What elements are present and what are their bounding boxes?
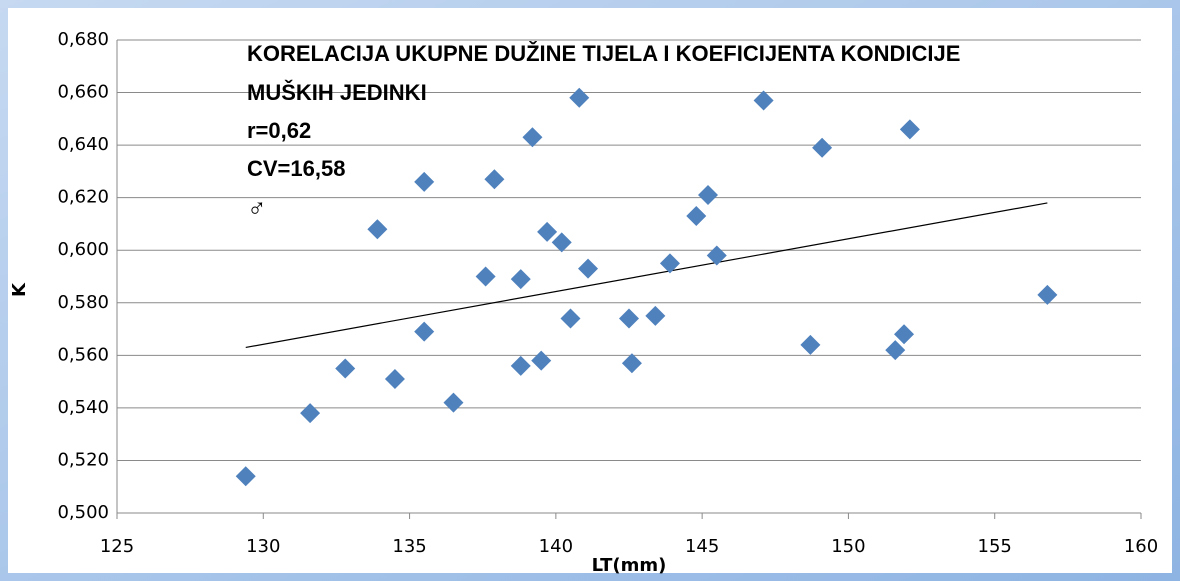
point — [443, 392, 464, 413]
point — [510, 269, 531, 290]
point — [414, 321, 435, 342]
x-tick-label: 130 — [246, 536, 280, 557]
x-tick-label: 135 — [392, 536, 426, 557]
y-tick-label: 0,620 — [57, 187, 109, 208]
y-tick-label: 0,640 — [57, 134, 109, 155]
y-tick-label: 0,680 — [57, 29, 109, 50]
point — [569, 87, 590, 108]
y-tick-label: 0,560 — [57, 344, 109, 365]
point — [645, 305, 666, 326]
point — [300, 403, 321, 424]
point — [484, 169, 505, 190]
y-tick-label: 0,660 — [57, 82, 109, 103]
x-tick-label: 140 — [539, 536, 573, 557]
point — [537, 221, 558, 242]
x-tick-label: 150 — [831, 536, 865, 557]
point — [1037, 284, 1058, 305]
chart-area — [8, 8, 1172, 573]
point — [367, 219, 388, 240]
point — [706, 245, 727, 266]
point — [551, 232, 572, 253]
annotation: r=0,62 — [247, 118, 311, 143]
annotation: MUŠKIH JEDINKI — [247, 80, 427, 105]
point — [697, 185, 718, 206]
y-axis-label: K — [9, 282, 30, 297]
point — [619, 308, 639, 329]
point — [753, 90, 774, 111]
annotation: ♂ — [247, 193, 267, 223]
x-axis-label: LT(mm) — [592, 555, 667, 576]
point — [578, 258, 599, 279]
x-tick-label: 145 — [685, 536, 719, 557]
point — [885, 340, 906, 361]
point — [621, 353, 642, 374]
x-tick-label: 125 — [100, 536, 134, 557]
point — [531, 350, 552, 371]
point — [384, 368, 405, 389]
point — [510, 355, 531, 376]
y-tick-label: 0,500 — [57, 502, 109, 523]
trend-line — [245, 202, 1048, 349]
y-tick-label: 0,520 — [57, 449, 109, 470]
annotation: KORELACIJA UKUPNE DUŽINE TIJELA I KOEFIC… — [247, 41, 960, 66]
x-tick-label: 155 — [978, 536, 1012, 557]
point — [899, 119, 920, 140]
x-tick-label: 160 — [1124, 536, 1158, 557]
point — [894, 324, 915, 345]
point — [335, 358, 356, 379]
point — [812, 137, 833, 158]
annotation: CV=16,58 — [247, 156, 345, 181]
y-tick-label: 0,580 — [57, 292, 109, 313]
point — [800, 334, 821, 355]
point — [659, 253, 680, 274]
point — [560, 308, 581, 329]
point — [414, 171, 435, 192]
point — [475, 266, 496, 287]
y-tick-label: 0,600 — [57, 239, 109, 260]
point — [235, 466, 256, 487]
y-tick-label: 0,540 — [57, 397, 109, 418]
point — [522, 127, 543, 148]
point — [686, 206, 707, 227]
